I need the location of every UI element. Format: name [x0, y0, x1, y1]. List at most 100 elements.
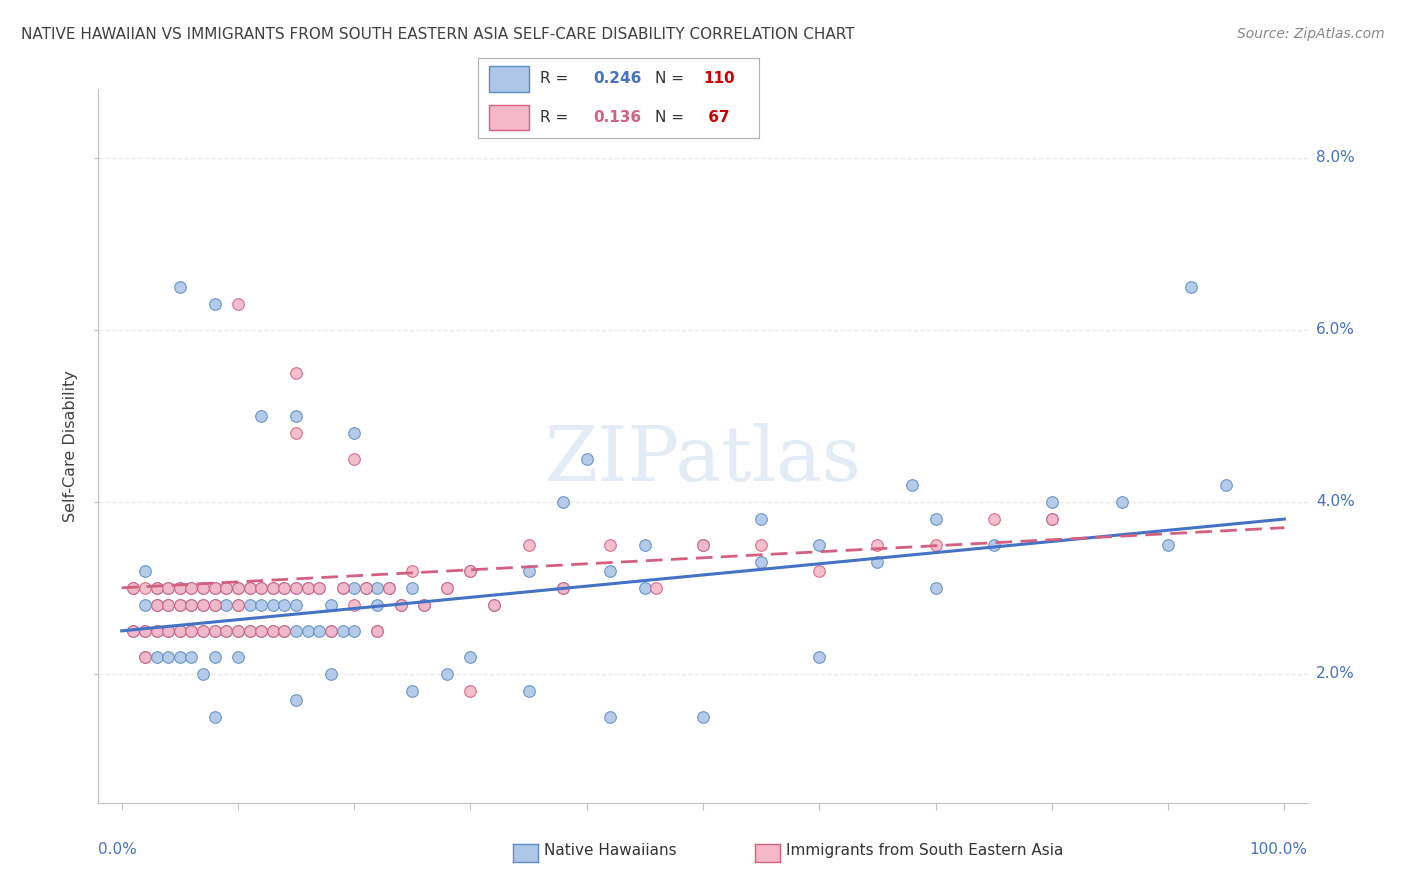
Point	[297, 624, 319, 638]
Point	[332, 581, 354, 595]
Point	[808, 538, 831, 552]
Point	[122, 624, 145, 638]
Point	[482, 598, 505, 612]
Point	[366, 624, 388, 638]
Text: 0.0%: 0.0%	[98, 842, 138, 857]
Point	[401, 564, 423, 578]
Point	[134, 624, 156, 638]
Point	[436, 666, 458, 681]
Point	[692, 538, 714, 552]
FancyBboxPatch shape	[489, 104, 529, 130]
Point	[436, 581, 458, 595]
Point	[1040, 512, 1063, 526]
Point	[692, 710, 714, 724]
Point	[308, 581, 330, 595]
Text: 4.0%: 4.0%	[1316, 494, 1354, 509]
Point	[169, 624, 191, 638]
Point	[122, 581, 145, 595]
Point	[157, 598, 180, 612]
Point	[366, 624, 388, 638]
Point	[226, 297, 249, 311]
Point	[285, 426, 308, 441]
Point	[599, 710, 621, 724]
Point	[343, 581, 366, 595]
Point	[250, 581, 273, 595]
Point	[553, 495, 575, 509]
Point	[343, 451, 366, 466]
Text: R =: R =	[540, 71, 574, 87]
Text: 2.0%: 2.0%	[1316, 666, 1354, 681]
Point	[157, 624, 180, 638]
Point	[157, 649, 180, 664]
Point	[273, 581, 295, 595]
Point	[389, 598, 412, 612]
Point	[145, 581, 167, 595]
Point	[273, 624, 295, 638]
Point	[297, 581, 319, 595]
Point	[180, 624, 202, 638]
Point	[273, 581, 295, 595]
Point	[191, 624, 214, 638]
Point	[285, 598, 308, 612]
Point	[460, 684, 482, 698]
Text: 67: 67	[703, 110, 730, 125]
Point	[983, 512, 1005, 526]
Point	[262, 624, 284, 638]
Point	[389, 598, 412, 612]
Point	[262, 581, 284, 595]
Point	[239, 581, 262, 595]
Point	[553, 581, 575, 595]
Point	[180, 649, 202, 664]
Point	[169, 624, 191, 638]
Point	[204, 297, 226, 311]
Point	[460, 564, 482, 578]
Point	[599, 564, 621, 578]
Point	[285, 409, 308, 423]
Text: Immigrants from South Eastern Asia: Immigrants from South Eastern Asia	[786, 843, 1063, 857]
Point	[273, 624, 295, 638]
Point	[145, 598, 167, 612]
Point	[808, 649, 831, 664]
Point	[866, 555, 889, 569]
Point	[1040, 512, 1063, 526]
Point	[1040, 495, 1063, 509]
Point	[169, 581, 191, 595]
Text: ZIPatlas: ZIPatlas	[544, 424, 862, 497]
Point	[285, 581, 308, 595]
Point	[366, 598, 388, 612]
Point	[749, 512, 772, 526]
Point	[413, 598, 436, 612]
Point	[924, 512, 946, 526]
Point	[226, 598, 249, 612]
Point	[169, 581, 191, 595]
Point	[262, 581, 284, 595]
Point	[285, 692, 308, 706]
Text: Native Hawaiians: Native Hawaiians	[544, 843, 676, 857]
Point	[1215, 477, 1237, 491]
Point	[215, 624, 238, 638]
Point	[191, 624, 214, 638]
Point	[215, 581, 238, 595]
Point	[180, 581, 202, 595]
Point	[191, 598, 214, 612]
Point	[436, 581, 458, 595]
Point	[378, 581, 401, 595]
Point	[332, 624, 354, 638]
Point	[134, 649, 156, 664]
Point	[157, 581, 180, 595]
Point	[145, 624, 167, 638]
Point	[401, 684, 423, 698]
Point	[354, 581, 377, 595]
Point	[285, 581, 308, 595]
Y-axis label: Self-Care Disability: Self-Care Disability	[63, 370, 79, 522]
Point	[157, 581, 180, 595]
Point	[215, 624, 238, 638]
Point	[319, 598, 342, 612]
Point	[145, 624, 167, 638]
Point	[226, 598, 249, 612]
Point	[749, 555, 772, 569]
Point	[204, 598, 226, 612]
Point	[157, 598, 180, 612]
Text: Source: ZipAtlas.com: Source: ZipAtlas.com	[1237, 27, 1385, 41]
Point	[226, 649, 249, 664]
